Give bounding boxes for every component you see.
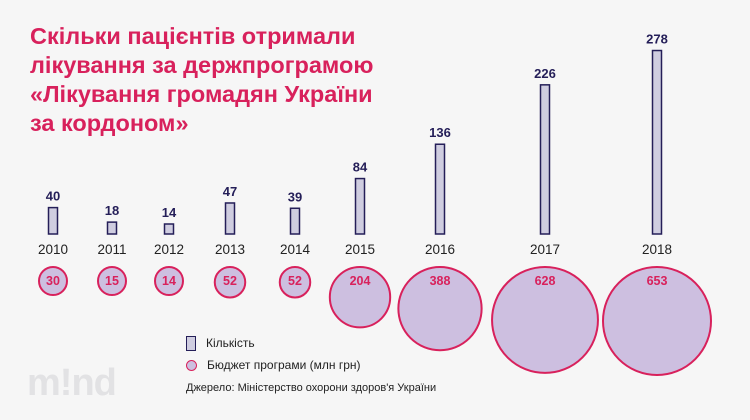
title-line: лікування за держпрограмою xyxy=(30,52,374,78)
year-tick-label: 2018 xyxy=(642,242,672,257)
budget-value-label: 653 xyxy=(647,274,668,288)
count-value-label: 84 xyxy=(353,160,368,175)
count-value-label: 40 xyxy=(46,189,60,204)
budget-bubble xyxy=(97,266,127,296)
budget-bubble xyxy=(38,266,68,296)
count-bar xyxy=(434,143,446,235)
count-bar xyxy=(539,84,551,235)
budget-bubble xyxy=(278,266,312,299)
budget-bubble xyxy=(602,266,712,376)
year-tick-label: 2011 xyxy=(97,242,126,257)
chart-title: Скільки пацієнтів отримали лікування за … xyxy=(30,22,450,138)
count-bar xyxy=(224,202,236,235)
count-bar xyxy=(354,177,366,235)
budget-value-label: 52 xyxy=(288,274,302,288)
budget-bubble xyxy=(491,266,599,374)
budget-value-label: 628 xyxy=(535,274,556,288)
title-line: «Лікування громадян України xyxy=(30,81,373,107)
circle-swatch-icon xyxy=(186,360,197,372)
year-tick-label: 2017 xyxy=(530,242,560,257)
title-line: за кордоном» xyxy=(30,110,189,136)
year-tick-label: 2010 xyxy=(38,242,68,257)
year-tick-label: 2014 xyxy=(280,242,311,257)
count-value-label: 278 xyxy=(646,32,668,47)
budget-value-label: 52 xyxy=(223,274,237,288)
count-value-label: 47 xyxy=(223,184,237,199)
year-tick-label: 2013 xyxy=(215,242,245,257)
count-bar xyxy=(163,223,175,235)
count-bar xyxy=(289,207,301,235)
title-line: Скільки пацієнтів отримали xyxy=(30,23,356,49)
count-value-label: 136 xyxy=(429,125,451,140)
legend-item-count: Кількість xyxy=(186,336,255,352)
count-bar xyxy=(106,221,118,235)
budget-bubble xyxy=(154,266,184,296)
budget-value-label: 15 xyxy=(105,274,119,288)
budget-bubble xyxy=(397,266,483,352)
count-value-label: 226 xyxy=(534,66,556,81)
source-note: Джерело: Міністерство охорони здоров'я У… xyxy=(186,382,437,394)
budget-bubble xyxy=(213,266,247,299)
count-bar xyxy=(47,206,59,235)
budget-value-label: 30 xyxy=(46,274,60,288)
count-value-label: 18 xyxy=(105,203,119,218)
year-tick-label: 2016 xyxy=(425,242,455,257)
legend-label-budget: Бюджет програми (млн грн) xyxy=(207,358,361,372)
budget-value-label: 388 xyxy=(430,274,451,288)
count-value-label: 39 xyxy=(288,189,302,204)
bar-swatch-icon xyxy=(186,336,196,352)
budget-value-label: 14 xyxy=(162,274,176,288)
budget-bubble xyxy=(328,266,392,329)
count-value-label: 14 xyxy=(162,205,177,220)
budget-value-label: 204 xyxy=(350,274,371,288)
year-tick-label: 2012 xyxy=(154,242,184,257)
legend-label-count: Кількість xyxy=(206,336,255,350)
logo: m!nd xyxy=(27,362,117,404)
count-bar xyxy=(651,49,663,235)
year-tick-label: 2015 xyxy=(345,242,375,257)
legend-item-budget: Бюджет програми (млн грн) xyxy=(186,358,361,372)
